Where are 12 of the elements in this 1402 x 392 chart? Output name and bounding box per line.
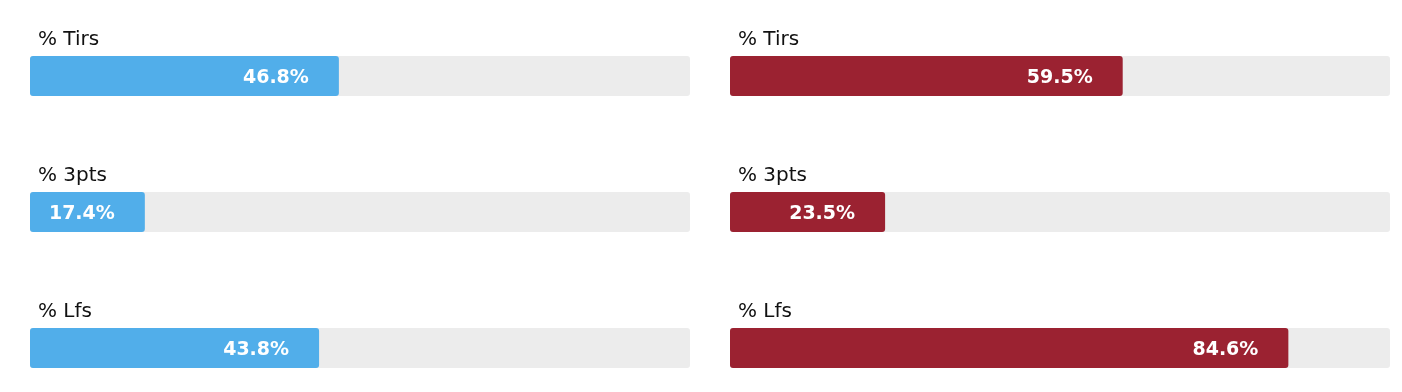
y-tick-label: % 3pts (738, 162, 808, 186)
y-tick-label: % Lfs (738, 298, 792, 322)
y-tick-label: % 3pts (38, 162, 108, 186)
y-tick-label: % Lfs (38, 298, 92, 322)
data-label: 23.5% (789, 201, 856, 223)
data-label: 84.6% (1192, 337, 1259, 359)
y-tick-label: % Tirs (738, 26, 800, 50)
data-label: 46.8% (242, 65, 309, 87)
data-label: 59.5% (1026, 65, 1093, 87)
y-tick-label: % Tirs (38, 26, 100, 50)
data-label: 17.4% (48, 201, 115, 223)
data-label: 43.8% (223, 337, 290, 359)
